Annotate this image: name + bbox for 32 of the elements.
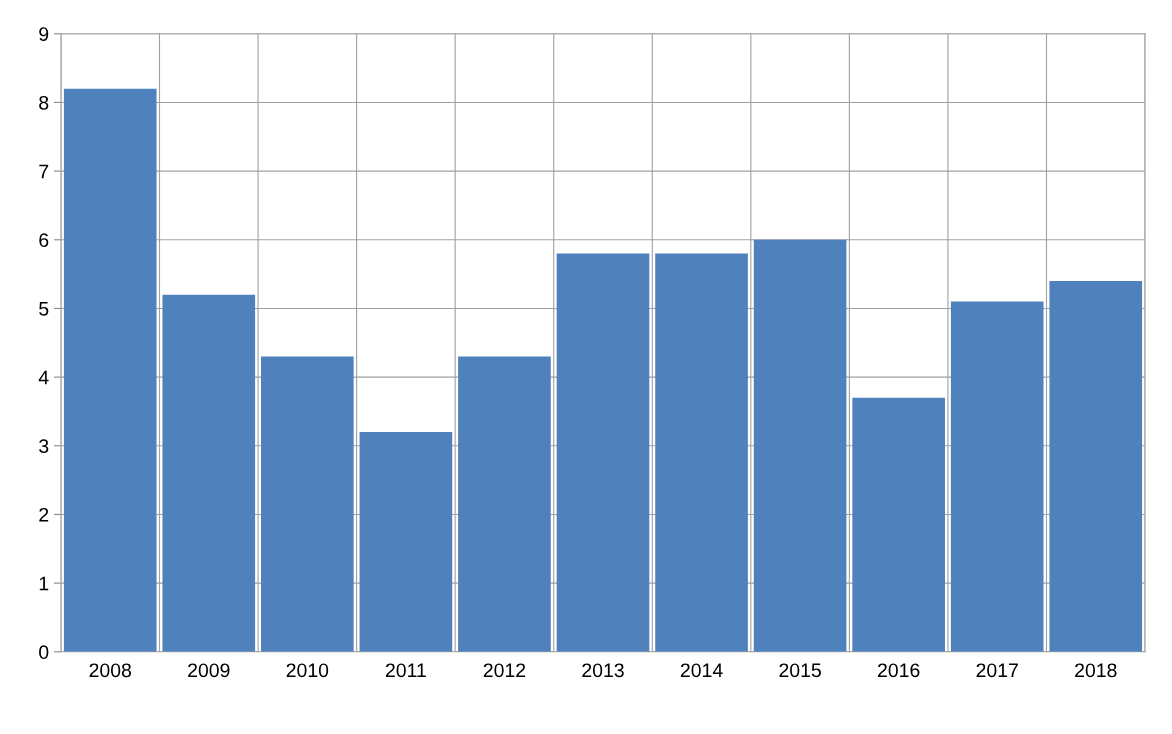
- bar: [359, 432, 453, 652]
- bar: [1049, 280, 1143, 652]
- x-tick-label: 2012: [483, 663, 526, 678]
- x-tick-label: 2011: [385, 663, 426, 678]
- y-tick-label: 6: [39, 233, 49, 248]
- x-tick-label: 2009: [188, 663, 230, 678]
- x-tick-label: 2008: [89, 663, 132, 678]
- bar: [63, 88, 157, 652]
- y-tick-label: 0: [39, 645, 49, 660]
- y-tick-label: 9: [39, 27, 49, 41]
- y-tick-label: 8: [39, 95, 49, 110]
- x-tick-label: 2018: [1075, 663, 1117, 678]
- y-tick-label: 1: [39, 576, 49, 591]
- x-tick-label: 2013: [582, 663, 624, 678]
- x-tick-label: 2014: [680, 663, 723, 678]
- bar: [162, 294, 256, 652]
- x-tick-label: 2015: [779, 663, 821, 678]
- y-tick-label: 7: [39, 164, 49, 179]
- bar: [852, 397, 945, 652]
- bar: [458, 356, 551, 652]
- y-tick-label: 4: [38, 370, 49, 385]
- y-tick-label: 3: [39, 439, 49, 454]
- y-tick-label: 5: [39, 302, 49, 316]
- bar: [753, 239, 847, 652]
- bar: [261, 356, 354, 652]
- y-tick-label: 2: [39, 507, 49, 522]
- bar: [556, 253, 650, 652]
- bar: [950, 301, 1044, 652]
- x-tick-label: 2016: [878, 663, 920, 678]
- x-tick-label: 2010: [286, 663, 329, 678]
- x-tick-label: 2017: [976, 663, 1018, 678]
- bar: [655, 253, 748, 652]
